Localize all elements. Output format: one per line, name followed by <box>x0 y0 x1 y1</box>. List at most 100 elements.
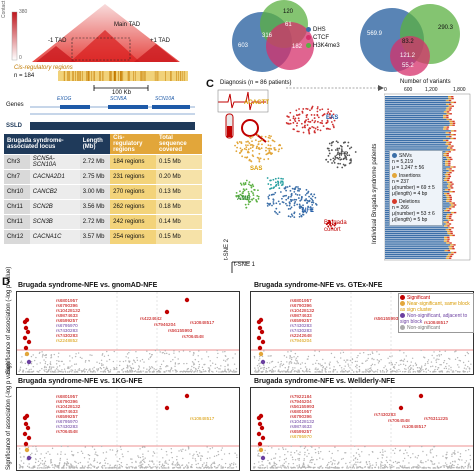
snp-point <box>396 462 398 464</box>
snp-point <box>58 370 61 373</box>
snp-point <box>338 467 341 469</box>
snp-point <box>253 462 256 465</box>
snp-point <box>399 449 401 452</box>
sas-point <box>256 156 259 159</box>
snp-point <box>283 465 285 467</box>
deletion-bar <box>448 132 452 134</box>
sas-point <box>238 140 241 143</box>
venn2-c: 83.2 <box>402 39 414 45</box>
snp-point <box>109 449 111 451</box>
afr-point <box>336 156 339 159</box>
snp-point <box>104 467 107 469</box>
eas-point <box>303 120 306 123</box>
loci-table: Brugada syndrome-associated locus Length… <box>4 134 202 245</box>
snp-point <box>449 467 451 469</box>
snp-label: rs10428132 <box>56 308 81 313</box>
snp-point <box>381 449 384 451</box>
snp-point <box>266 465 268 467</box>
snp-point <box>64 453 66 456</box>
snp-point <box>101 467 104 469</box>
snp-point <box>213 455 216 458</box>
snp-point <box>379 451 382 454</box>
snp-point <box>295 370 297 373</box>
snp-point <box>173 350 175 352</box>
eas-point <box>292 121 295 124</box>
snp-point <box>47 451 49 453</box>
nfe-point <box>293 198 296 201</box>
nfe-point <box>267 197 270 200</box>
snp-point <box>18 370 20 373</box>
snv-bar <box>385 97 449 100</box>
snp-point <box>89 370 92 372</box>
snp-point <box>425 367 427 370</box>
snp-point <box>50 357 52 359</box>
snp-point <box>358 453 360 456</box>
snp-point <box>370 364 373 367</box>
snp-point <box>19 456 22 458</box>
nfe-point <box>311 198 313 201</box>
snv-bar <box>385 149 451 151</box>
snp-point <box>287 368 289 371</box>
nfe-point <box>301 208 304 211</box>
snp-point <box>125 356 127 358</box>
manhattan-plot-4 <box>250 387 474 471</box>
snp-point <box>189 453 191 455</box>
snp-point <box>118 371 121 373</box>
snp-point <box>344 371 346 373</box>
snp-point <box>96 461 99 463</box>
snp-point <box>361 362 363 364</box>
snp-point <box>328 364 331 366</box>
snp-point <box>94 453 96 455</box>
significance-legend: Significant Near-significant, same block… <box>398 293 474 333</box>
snp-point <box>448 371 450 373</box>
table-cell: CANCB2 <box>29 184 80 200</box>
insertion-bar <box>443 221 447 223</box>
nfe-point <box>287 197 290 200</box>
snp-point <box>322 458 324 460</box>
venn2-d: 121.2 <box>400 53 416 59</box>
significant-snp <box>184 297 190 303</box>
snp-point <box>141 358 144 361</box>
eas-point <box>319 109 321 111</box>
eas-point <box>321 108 324 111</box>
snp-point <box>342 351 345 354</box>
snp-point <box>349 461 351 464</box>
sas-point <box>268 149 271 152</box>
nfe-point <box>290 213 293 216</box>
snp-point <box>410 367 412 369</box>
snp-point <box>195 466 198 469</box>
snp-point <box>235 368 238 370</box>
snp-point <box>258 363 260 365</box>
snp-point <box>122 367 125 370</box>
snp-point <box>19 361 22 364</box>
snp-point <box>194 458 197 460</box>
snp-point <box>90 464 93 466</box>
afr-point <box>350 146 353 149</box>
snp-point <box>204 370 207 372</box>
snp-point <box>420 365 423 367</box>
eas-point <box>293 118 296 121</box>
snp-point <box>192 454 194 457</box>
snp-point <box>130 369 132 371</box>
insertion-bar <box>446 255 450 257</box>
plot4-title: Brugada syndrome-NFE vs. Wellderly-NFE <box>254 378 396 385</box>
snp-point <box>224 350 226 353</box>
snp-point <box>446 456 448 459</box>
snp-point <box>186 368 188 370</box>
nfe-point <box>279 203 281 205</box>
snp-point <box>369 353 371 356</box>
insertion-bar <box>446 242 450 244</box>
snp-point <box>43 359 45 361</box>
brugada-point <box>330 224 332 227</box>
nfe-point <box>307 205 310 208</box>
contact-min: 0 <box>19 55 22 61</box>
snp-point <box>282 464 284 466</box>
nfe-point <box>284 186 287 188</box>
snp-point <box>18 463 21 466</box>
main-tad-label: Main TAD <box>114 22 141 28</box>
snp-point <box>283 355 286 357</box>
snp-point <box>282 447 284 449</box>
snp-point <box>67 367 69 369</box>
snv-bar <box>385 132 446 134</box>
snp-point <box>308 452 310 455</box>
